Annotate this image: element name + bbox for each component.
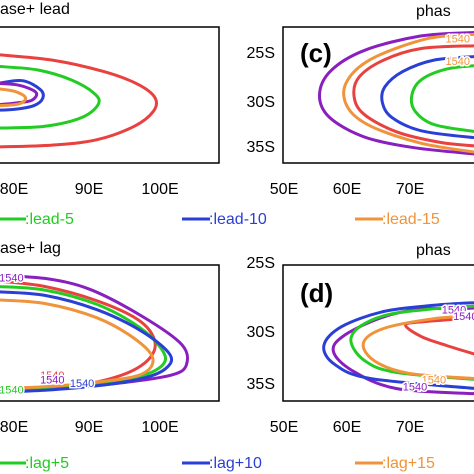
- panel-d-label: (d): [300, 278, 333, 308]
- contour-line-orange: [0, 298, 155, 390]
- x-tick-label: 60E: [333, 419, 361, 436]
- contour-value-label: 1540: [446, 56, 470, 68]
- contour-line-blue: [322, 301, 474, 390]
- legend-bottom: :lag+5 :lag+10 :lag+15: [0, 455, 435, 472]
- contour-value-label: 1540: [0, 273, 24, 285]
- contour-line-orange: [0, 87, 28, 108]
- contour-value-label: 1540: [403, 382, 427, 394]
- x-tick-label: 80E: [0, 419, 28, 436]
- contour-line-blue: [0, 78, 45, 112]
- contour-value-label: 1540: [422, 375, 446, 387]
- contour-value-label: 1540: [40, 370, 64, 382]
- contour-line-green: [349, 304, 474, 381]
- y-tick-label: 30S: [247, 94, 275, 111]
- y-tick-label: 30S: [247, 324, 275, 341]
- panel-c-title: phas: [416, 3, 451, 20]
- x-tick-label: 80E: [0, 181, 28, 198]
- panel-a-frame: [0, 26, 220, 164]
- x-tick-label: 50E: [270, 181, 298, 198]
- x-tick-label: 60E: [333, 181, 361, 198]
- panel-c-frame: [282, 26, 474, 164]
- legend-top: :lead-5 :lead-10 :lead-15: [0, 211, 440, 228]
- contour-line-orange: [361, 314, 474, 380]
- legend-label: :lead-15: [382, 211, 440, 228]
- x-tick-label: 50E: [270, 419, 298, 436]
- y-tick-label: 35S: [247, 376, 275, 393]
- panel-b-title: ase+ lag: [0, 240, 61, 257]
- contour-value-label: 1540: [40, 375, 64, 387]
- contour-line-blue: [0, 290, 174, 394]
- contour-line-orange: [342, 32, 474, 154]
- panel-c-label: (c): [300, 38, 332, 68]
- panel-c-contours: 1540 1540: [317, 30, 474, 156]
- y-tick-label: 25S: [247, 45, 275, 62]
- legend-label: :lag+10: [209, 455, 262, 472]
- panel-d-title: phas: [416, 242, 451, 259]
- legend-label: :lag+5: [25, 455, 69, 472]
- contour-value-label: 1540: [442, 305, 466, 317]
- y-tick-label: 25S: [247, 255, 275, 272]
- x-tick-label: 100E: [141, 419, 178, 436]
- contour-value-label: 1540: [70, 378, 94, 390]
- x-tick-label: 100E: [141, 181, 178, 198]
- y-tick-label: 35S: [247, 139, 275, 156]
- contour-value-label: 1540: [0, 384, 24, 396]
- contour-line-green: [0, 65, 101, 130]
- contour-line-green: [0, 285, 168, 394]
- x-tick-label: 70E: [396, 419, 424, 436]
- contour-line-red: [352, 44, 474, 148]
- contour-value-label: 1540: [453, 311, 474, 323]
- contour-line-purple: [317, 30, 474, 156]
- panel-d-frame: [282, 264, 474, 402]
- legend-label: :lead-10: [209, 211, 267, 228]
- contour-line-red: [404, 312, 474, 356]
- legend-label: :lag+15: [382, 455, 435, 472]
- x-tick-label: 70E: [396, 181, 424, 198]
- panel-b-frame: [0, 264, 220, 402]
- x-tick-label: 90E: [75, 181, 103, 198]
- contour-value-label: 1540: [446, 34, 470, 46]
- panel-a-contours: [0, 53, 159, 149]
- contour-line-red: [0, 53, 159, 149]
- contour-line-blue: [380, 55, 474, 140]
- panel-a-title: ase+ lead: [0, 1, 70, 18]
- legend-label: :lead-5: [25, 211, 74, 228]
- x-tick-label: 90E: [75, 419, 103, 436]
- contour-line-green: [409, 64, 474, 133]
